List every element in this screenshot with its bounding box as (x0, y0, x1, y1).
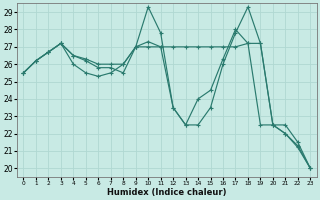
X-axis label: Humidex (Indice chaleur): Humidex (Indice chaleur) (107, 188, 227, 197)
